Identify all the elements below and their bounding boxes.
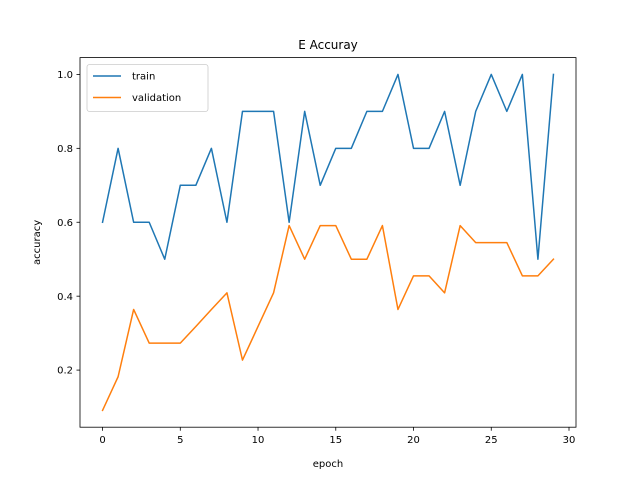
series-line-train	[101, 73, 555, 260]
x-tick-label: 5	[177, 435, 183, 446]
chart-title: E Accuray	[298, 38, 358, 52]
series-line-validation	[101, 224, 555, 412]
x-tick-label: 20	[407, 435, 420, 446]
x-tick-label: 25	[485, 435, 498, 446]
y-axis: 0.2 0.4 0.6 0.8 1.0	[57, 70, 80, 377]
x-tick-label: 30	[563, 435, 576, 446]
series-layer	[101, 73, 555, 412]
legend-label-validation: validation	[132, 93, 181, 104]
x-tick-label: 15	[329, 435, 342, 446]
x-tick-label: 10	[252, 435, 265, 446]
legend-label-train: train	[132, 72, 155, 83]
y-tick-label: 1.0	[57, 70, 73, 81]
x-axis: 0 5 10 15 20 25 30	[99, 427, 575, 446]
y-tick-label: 0.4	[57, 292, 73, 303]
legend: train validation	[86, 64, 209, 112]
y-tick-label: 0.8	[57, 144, 73, 155]
y-tick-label: 0.6	[57, 218, 73, 229]
y-tick-label: 0.2	[57, 366, 73, 377]
x-tick-label: 0	[99, 435, 105, 446]
x-axis-label: epoch	[313, 459, 343, 470]
y-axis-label: accuracy	[32, 220, 43, 265]
plot-frame	[79, 57, 577, 428]
